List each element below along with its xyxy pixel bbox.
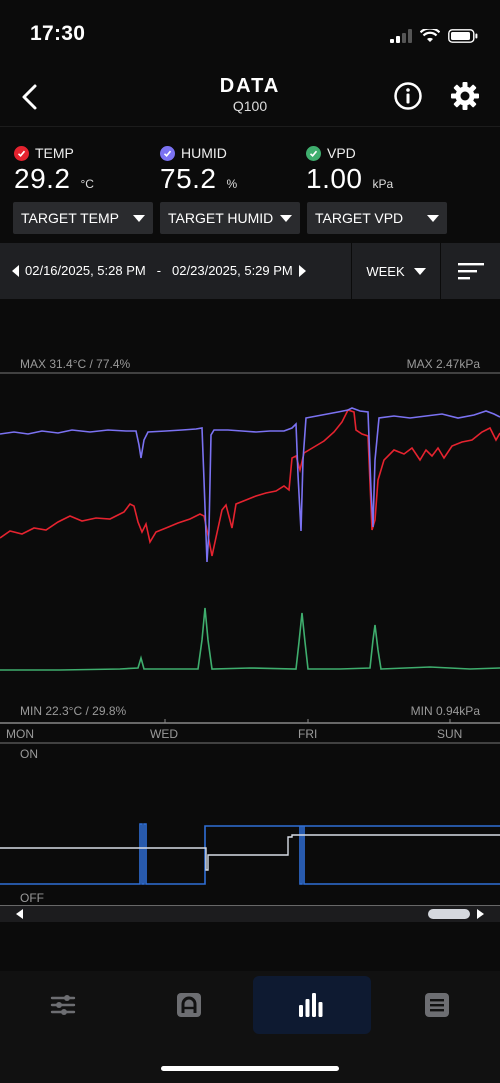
caret-down-icon <box>133 214 145 222</box>
list-icon <box>425 993 449 1017</box>
reading-unit: °C <box>80 177 94 191</box>
dropdown-label: TARGET TEMP <box>21 210 120 226</box>
home-indicator <box>161 1066 339 1071</box>
caret-down-icon <box>413 267 426 275</box>
gear-icon <box>451 82 479 110</box>
reading-value: 1.00 <box>306 163 363 194</box>
divider <box>440 243 441 299</box>
dropdown-label: TARGET VPD <box>315 210 404 226</box>
scroll-left-icon[interactable] <box>16 909 23 919</box>
device-line-blue <box>0 823 500 885</box>
reading-unit: % <box>226 177 238 191</box>
reading-humid: HUMID 75.2 % <box>160 145 237 195</box>
axis-day-label: FRI <box>298 727 318 741</box>
device-state-chart <box>0 742 500 907</box>
date-range: 02/16/2025, 5:28 PM - 02/23/2025, 5:29 P… <box>12 263 306 278</box>
target-vpd-dropdown[interactable]: TARGET VPD <box>307 202 447 234</box>
status-icons <box>390 25 478 47</box>
scroll-right-icon[interactable] <box>477 909 484 919</box>
period-label: WEEK <box>366 263 405 279</box>
nav-data[interactable] <box>253 976 371 1034</box>
signal-icon <box>390 29 412 43</box>
divider <box>351 243 352 299</box>
nav-controller[interactable] <box>130 976 248 1034</box>
page-title: DATA <box>219 75 281 97</box>
range-end[interactable]: 02/23/2025, 5:29 PM <box>172 263 293 278</box>
range-start[interactable]: 02/16/2025, 5:28 PM <box>25 263 146 278</box>
wifi-icon <box>420 29 440 42</box>
sliders-icon <box>50 995 76 1015</box>
axis-day-label: WED <box>150 727 178 741</box>
reading-temp: TEMP 29.2 °C <box>14 145 94 195</box>
header-divider <box>0 126 500 127</box>
battery-icon <box>448 29 478 43</box>
filter-button[interactable] <box>441 243 500 299</box>
axis-day-label: SUN <box>437 727 463 741</box>
reading-label: TEMP <box>35 145 74 161</box>
target-temp-dropdown[interactable]: TARGET TEMP <box>13 202 153 234</box>
bottom-nav <box>0 971 500 1083</box>
series-line-vpd <box>0 607 500 671</box>
next-range-icon[interactable] <box>298 264 306 277</box>
check-icon <box>306 145 321 161</box>
info-button[interactable] <box>392 80 424 112</box>
scroll-thumb[interactable] <box>428 909 470 919</box>
reading-value: 29.2 <box>14 163 71 194</box>
previous-range-icon[interactable] <box>12 264 19 277</box>
device-line-white <box>0 834 500 871</box>
reading-unit: kPa <box>372 177 394 191</box>
back-button[interactable] <box>16 80 46 114</box>
info-icon <box>394 82 422 110</box>
controller-icon <box>177 993 201 1017</box>
reading-vpd: VPD 1.00 kPa <box>306 145 393 195</box>
nav-menu[interactable] <box>378 976 496 1034</box>
device-name: Q100 <box>232 98 268 114</box>
caret-down-icon <box>427 214 439 222</box>
status-time: 17:30 <box>30 22 86 45</box>
max-vpd-label: MAX 2.47kPa <box>406 357 480 371</box>
nav-controls[interactable] <box>4 976 122 1034</box>
period-dropdown[interactable]: WEEK <box>352 243 440 299</box>
settings-button[interactable] <box>449 80 481 112</box>
axis-day-label: MON <box>6 727 34 741</box>
series-line-humid <box>0 407 500 563</box>
history-chart <box>0 372 500 724</box>
bar-chart-icon <box>299 993 323 1017</box>
check-icon <box>160 145 175 161</box>
check-icon <box>14 145 29 161</box>
min-vpd-label: MIN 0.94kPa <box>410 704 480 718</box>
target-humid-dropdown[interactable]: TARGET HUMID <box>160 202 300 234</box>
min-temp-humid-label: MIN 22.3°C / 29.8% <box>20 704 127 718</box>
caret-down-icon <box>280 214 292 222</box>
chevron-left-icon <box>22 84 37 110</box>
reading-label: HUMID <box>181 145 227 161</box>
filter-icon <box>457 263 484 280</box>
series-line-temp <box>0 409 500 557</box>
reading-value: 75.2 <box>160 163 217 194</box>
off-label: OFF <box>20 891 44 905</box>
dropdown-label: TARGET HUMID <box>168 210 274 226</box>
reading-label: VPD <box>327 145 356 161</box>
range-separator: - <box>156 263 162 278</box>
max-temp-humid-label: MAX 31.4°C / 77.4% <box>20 357 131 371</box>
chart-scrollbar[interactable] <box>0 906 500 922</box>
on-label: ON <box>20 747 38 761</box>
